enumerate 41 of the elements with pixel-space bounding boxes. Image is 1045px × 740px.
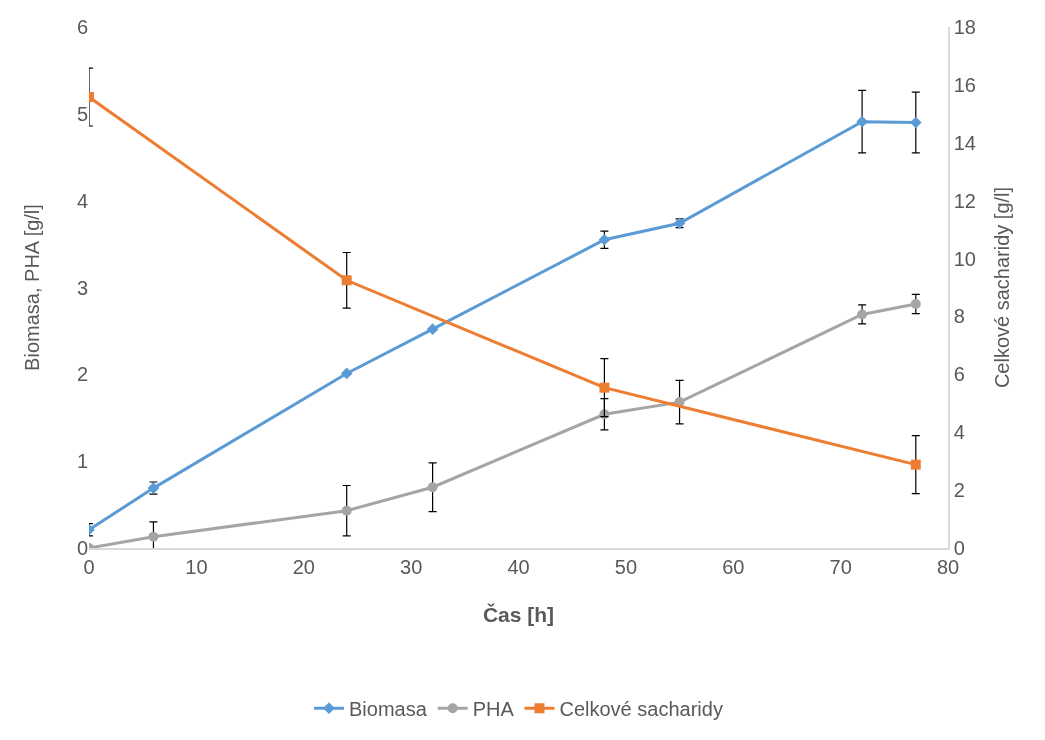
y-tick-label: 3: [76, 276, 88, 299]
point: [910, 459, 921, 470]
y2-tick-label: 12: [953, 189, 976, 212]
point: [857, 309, 868, 320]
point: [340, 367, 353, 380]
y-tick-label: 4: [76, 189, 88, 212]
y-tick-label: 6: [76, 16, 88, 38]
y-tick-label: 0: [76, 537, 88, 559]
y-tick-label: 5: [76, 102, 88, 125]
x-tick-label: 30: [400, 555, 423, 578]
y2-tick-label: 10: [953, 247, 976, 270]
legend-label: PHA: [472, 697, 515, 720]
point: [910, 299, 921, 309]
x-tick-label: 40: [507, 555, 530, 578]
y2-tick-label: 18: [953, 16, 976, 38]
y-axis-title: Biomasa, PHA [g/l]: [21, 204, 43, 371]
legend-label: Celkové sacharidy: [559, 697, 723, 720]
y2-axis-title: Celkové sacharidy [g/l]: [990, 186, 1013, 389]
point: [341, 505, 352, 516]
y2-tick-label: 4: [953, 421, 965, 444]
point: [599, 382, 610, 393]
x-tick-label: 70: [829, 555, 852, 578]
point: [856, 115, 868, 128]
point: [341, 275, 352, 286]
point: [598, 233, 611, 246]
y2-tick-label: 6: [953, 363, 965, 386]
x-tick-label: 10: [185, 555, 208, 578]
y2-tick-label: 8: [953, 305, 965, 328]
x-axis-title: Čas [h]: [482, 602, 555, 626]
y2-tick-label: 2: [953, 479, 965, 502]
x-tick-label: 50: [614, 555, 638, 578]
x-tick-label: 60: [722, 555, 745, 578]
x-tick-label: 20: [292, 555, 315, 578]
legend-label: Biomasa: [349, 697, 428, 720]
y2-tick-label: 14: [953, 131, 976, 154]
y-tick-label: 1: [76, 450, 88, 473]
y2-tick-label: 16: [953, 73, 976, 96]
point: [427, 482, 438, 493]
point: [148, 531, 159, 542]
y-tick-label: 2: [76, 363, 88, 386]
point: [426, 323, 439, 336]
